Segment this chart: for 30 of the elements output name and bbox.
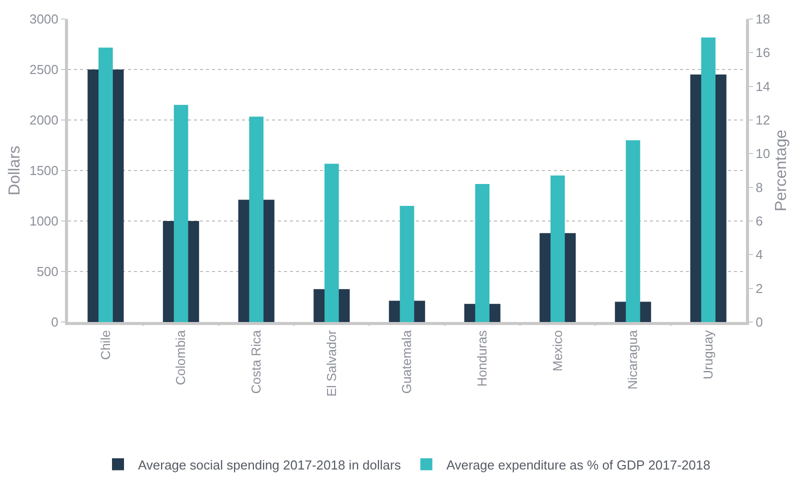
- y2-tick-label: 2: [756, 280, 763, 296]
- x-tick-label: Guatemala: [399, 329, 414, 394]
- x-tick-label: Honduras: [474, 330, 490, 387]
- legend-label: Average expenditure as % of GDP 2017-2018: [446, 457, 710, 472]
- y2-tick-label: 16: [756, 45, 770, 60]
- y2-tick-label: 4: [756, 247, 763, 262]
- y2-tick-label: 14: [756, 78, 770, 94]
- x-tick-label: Chile: [98, 330, 113, 360]
- y2-tick-label: 6: [756, 214, 763, 229]
- x-tick-label: Colombia: [173, 329, 188, 386]
- y-tick-label: 3000: [29, 12, 58, 27]
- x-tick-label: Mexico: [550, 330, 565, 372]
- y2-tick-label: 12: [756, 112, 770, 128]
- y-tick-label: 500: [36, 264, 58, 280]
- y-tick-label: 1000: [29, 214, 58, 229]
- y2-axis-title: Percentage: [772, 129, 790, 212]
- x-tick-label: Costa Rica: [248, 329, 264, 394]
- x-tick-label: Uruguay: [700, 330, 716, 380]
- x-tick-label: El Salvador: [324, 330, 339, 397]
- y2-tick-label: 8: [756, 180, 763, 195]
- x-tick-label: Nicaragua: [625, 329, 640, 390]
- y2-tick-label: 10: [756, 146, 770, 162]
- y-tick-label: 2000: [29, 112, 58, 128]
- y-tick-label: 0: [51, 314, 58, 330]
- y2-tick-label: 18: [756, 12, 770, 27]
- y2-tick-label: 0: [756, 314, 763, 330]
- y-axis-title: Dollars: [6, 146, 24, 196]
- y-tick-label: 2500: [29, 62, 58, 78]
- y-tick-label: 1500: [29, 163, 58, 178]
- legend-label: Average social spending 2017-2018 in dollars: [138, 457, 402, 472]
